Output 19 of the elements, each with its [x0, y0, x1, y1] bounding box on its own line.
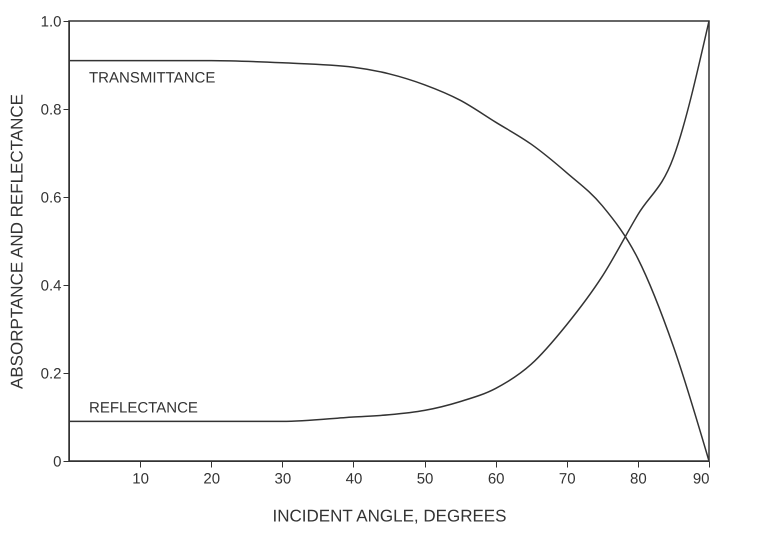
- series-label: TRANSMITTANCE: [89, 70, 216, 87]
- x-tick-label: 10: [132, 470, 149, 488]
- y-tick-label: 0.8: [40, 102, 62, 118]
- x-tick-label: 30: [274, 470, 292, 488]
- x-tick-label: 20: [203, 470, 220, 488]
- y-tick-label: 0.4: [40, 278, 62, 294]
- y-tick-label: 0.6: [40, 190, 62, 206]
- x-tick-label: 40: [346, 470, 362, 488]
- x-tick-label: 80: [630, 470, 647, 488]
- y-tick-label: 1.0: [40, 14, 62, 30]
- x-axis-title: INCIDENT ANGLE, DEGREES: [272, 506, 506, 526]
- y-tick-label: 0: [53, 454, 62, 470]
- x-tick-label: 50: [416, 470, 434, 488]
- x-tick-label: 70: [558, 470, 576, 488]
- x-tick-label: 90: [692, 470, 710, 488]
- x-tick-label: 60: [488, 470, 505, 488]
- series-label: REFLECTANCE: [89, 399, 198, 416]
- y-axis-title: ABSORPTANCE AND REFLECTANCE: [8, 94, 27, 390]
- y-tick-label: 0.2: [40, 366, 62, 382]
